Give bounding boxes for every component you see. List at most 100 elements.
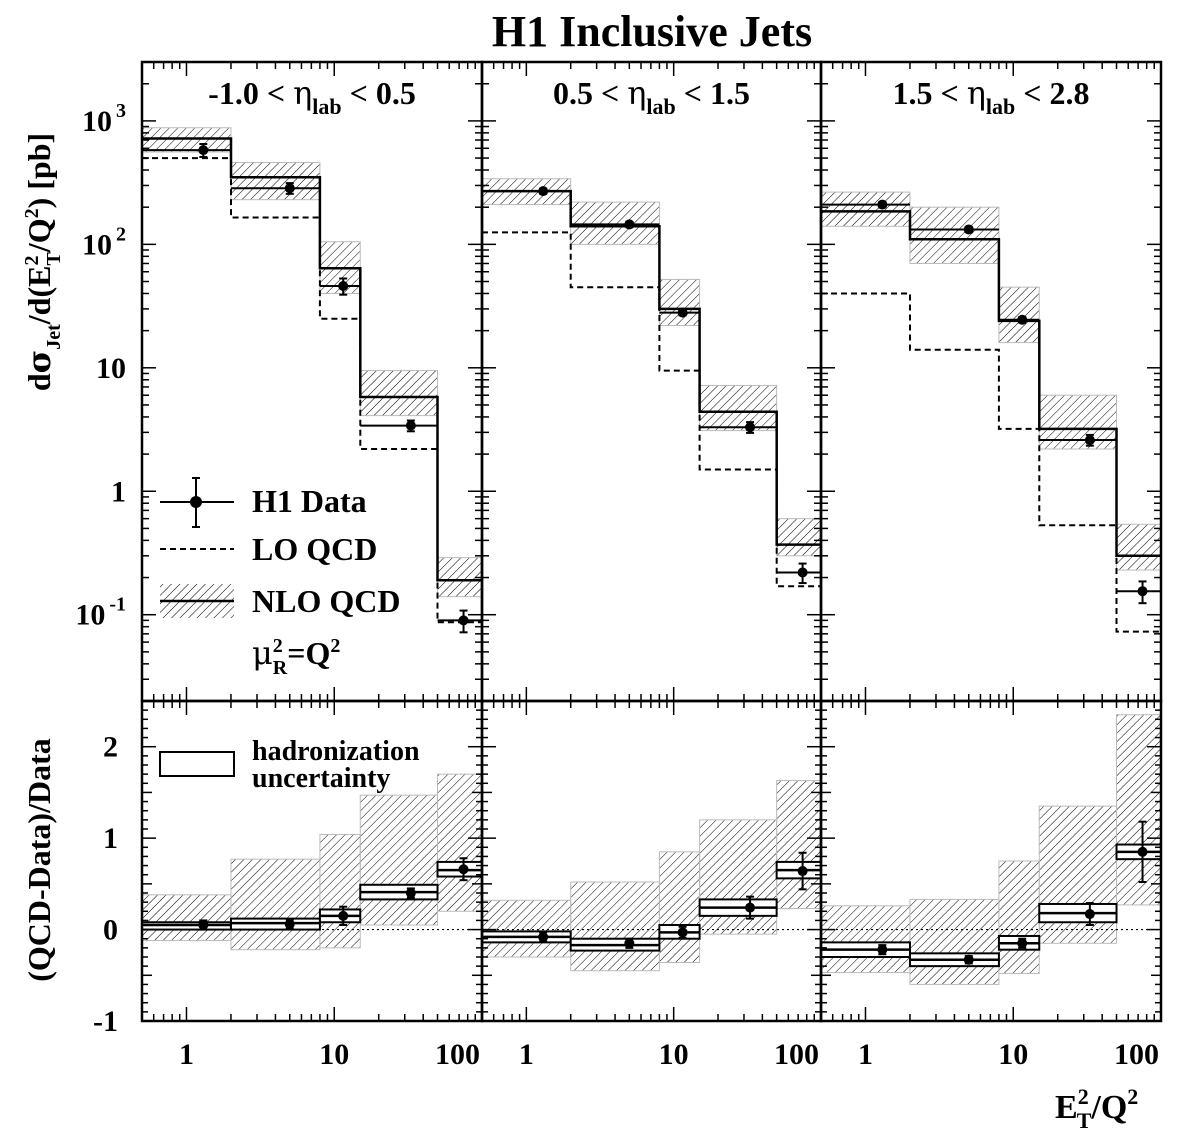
legend-nlo-label: NLO QCD — [252, 583, 400, 619]
ratio-point — [1137, 846, 1148, 857]
eta-symbol: η — [967, 74, 986, 112]
ratio-point — [963, 954, 974, 965]
y-label-bottom: (QCD-Data)/Data — [21, 738, 57, 982]
panel-3: 1.5 < ηlab < 2.8 — [820, 74, 1162, 985]
ratio-point — [624, 938, 635, 949]
legend-data-marker — [190, 496, 202, 508]
ratio-band-bin — [1116, 714, 1162, 906]
ratio-point — [198, 920, 209, 930]
x-tick-label: 1 — [858, 1038, 873, 1071]
y-tick-label-top: 10 2 — [82, 223, 126, 261]
y-label-top: dσJet/d(E2T/Q2) [pb] — [20, 133, 65, 391]
ratio-band-bin — [319, 833, 361, 949]
x-tick-label: 100 — [774, 1038, 819, 1071]
lo-qcd-line — [821, 292, 1161, 633]
ratio-band-bin — [481, 899, 572, 958]
y-tick-label-bottom: 0 — [103, 914, 118, 947]
legend-hadronization-label: uncertainty — [252, 763, 390, 794]
data-point — [1017, 314, 1028, 325]
ratio-point — [745, 902, 756, 913]
y-tick-base: 10 — [82, 228, 112, 261]
legend-data-label: H1 Data — [252, 483, 367, 519]
ratio-band-bin — [998, 860, 1040, 974]
ratio-point — [405, 888, 416, 898]
eta-label-part: 0.5 < — [553, 75, 627, 111]
eta-range-label: 0.5 < ηlab < 1.5 — [553, 74, 750, 119]
data-point — [1137, 586, 1148, 597]
ratio-point — [877, 944, 888, 955]
y-tick-label-top: 10 3 — [82, 100, 126, 138]
legend-lo-label: LO QCD — [252, 531, 377, 567]
x-tick-label: 1 — [519, 1038, 534, 1071]
nlo-band-bin — [1116, 523, 1162, 571]
nlo-band-bin — [820, 191, 911, 227]
svg-text:dσJet/d(E2T/Q2) [pb]: dσJet/d(E2T/Q2) [pb] — [20, 133, 65, 391]
ratio-band-bin — [141, 894, 232, 942]
x-tick-label: 100 — [1114, 1038, 1159, 1071]
nlo-band-bin — [699, 384, 778, 432]
ratio-band-bin — [776, 780, 822, 910]
nlo-band-bin — [141, 127, 232, 153]
mu-sup: 2 — [273, 635, 283, 657]
y-tick-exp: 3 — [116, 100, 126, 122]
x-tick-label: 100 — [435, 1038, 480, 1071]
mu-symbol: μ — [252, 634, 273, 672]
ratio-point — [538, 931, 549, 942]
data-point — [963, 224, 974, 235]
ratio-band-bin — [909, 898, 1000, 985]
top-panel-frame — [819, 60, 1163, 703]
ratio-point — [458, 864, 469, 875]
y-tick-exp: 2 — [116, 223, 126, 245]
ratio-band-bin — [359, 794, 439, 926]
eta-range-label: 1.5 < ηlab < 2.8 — [893, 74, 1090, 119]
nlo-band-bin — [230, 162, 321, 201]
nlo-band-bin — [909, 206, 1000, 264]
y-tick-label-top: 1 — [111, 475, 126, 508]
y-tick-label-bottom: 2 — [103, 731, 118, 764]
legend-hadronization-label: hadronization — [252, 736, 420, 767]
nlo-band-bin — [570, 201, 660, 245]
x-tick-label: 10 — [998, 1038, 1028, 1071]
y-tick-label-bottom: 1 — [103, 822, 118, 855]
x-tick-label: 10 — [659, 1038, 689, 1071]
data-point — [198, 145, 209, 156]
q-sup: 2 — [330, 635, 340, 657]
panels-group: -1.0 < ηlab < 0.5 0.5 < ηlab < 1.5 1.5 < η… — [141, 74, 1162, 985]
data-point — [458, 615, 469, 626]
ratio-point — [1017, 938, 1028, 949]
eta-label-part: -1.0 < — [208, 75, 293, 111]
ratio-band-bin — [437, 773, 483, 912]
ratio-point — [1084, 909, 1095, 920]
nlo-band-bin — [437, 557, 483, 598]
nlo-band-bin — [998, 286, 1040, 344]
ratio-band-bin — [699, 819, 778, 935]
top-panel-frame — [480, 60, 823, 703]
nlo-qcd-line — [142, 137, 482, 582]
eta-symbol: η — [293, 74, 312, 112]
eta-symbol: η — [627, 74, 646, 112]
data-point — [877, 199, 888, 210]
eta-label-part: < 1.5 — [676, 75, 750, 111]
x-tick-label: 1 — [179, 1038, 194, 1071]
panel-1: -1.0 < ηlab < 0.5 — [141, 74, 484, 951]
nlo-band-bin — [776, 518, 822, 557]
nlo-band-bin — [359, 370, 439, 417]
eta-label-part: < 2.8 — [1015, 75, 1089, 111]
data-point — [624, 219, 635, 230]
ratio-point — [284, 919, 295, 930]
ratio-band-bin — [570, 881, 660, 972]
ratio-band-bin — [230, 858, 321, 951]
ratio-point — [797, 866, 808, 877]
data-point — [284, 183, 295, 194]
eta-subscript: lab — [646, 94, 675, 119]
legend-hadronization-box — [159, 751, 235, 777]
mu-eq: =Q — [287, 635, 330, 671]
ratio-point — [677, 927, 688, 938]
x-tick-label: 10 — [319, 1038, 349, 1071]
y-tick-label-top: 10 — [96, 352, 126, 385]
data-point — [797, 567, 808, 578]
y-tick-base: 10 — [75, 599, 105, 632]
